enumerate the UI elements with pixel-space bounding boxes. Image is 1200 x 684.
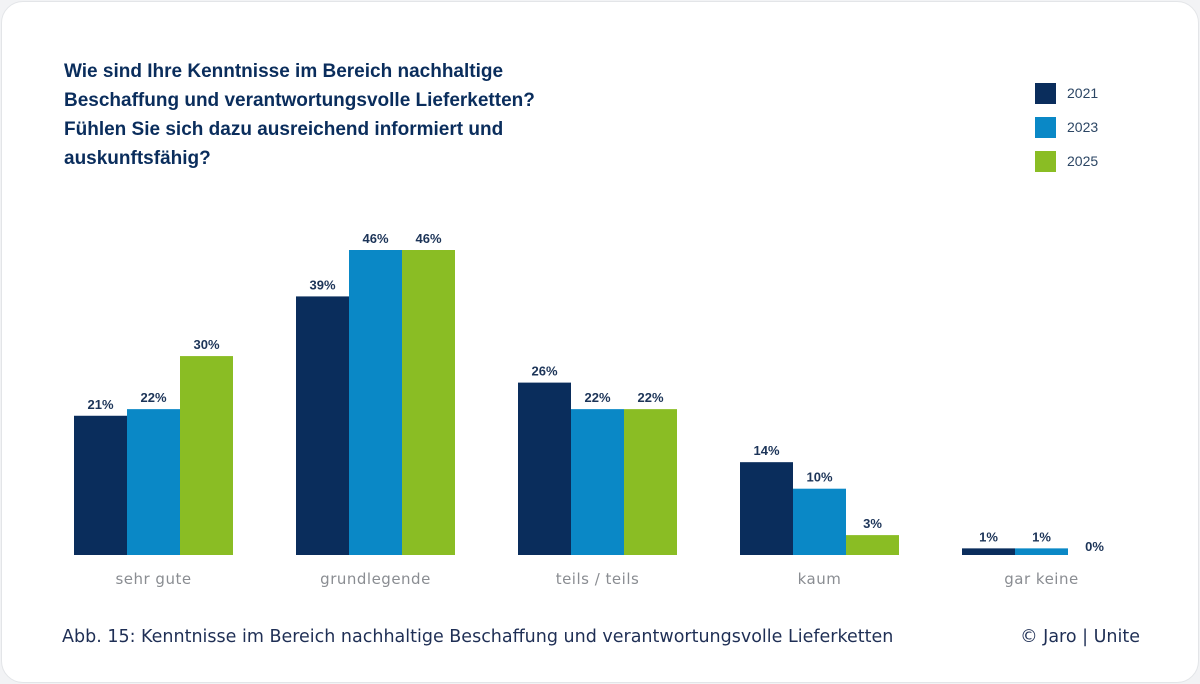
category-label: grundlegende [320,570,431,588]
bar [793,488,846,555]
legend: 2021 2023 2025 [1035,76,1098,178]
category-label: kaum [798,570,842,588]
bar [571,409,624,555]
bar [518,382,571,555]
data-label: 0% [1085,539,1104,554]
data-label: 26% [531,364,557,379]
data-label: 1% [1032,529,1051,544]
data-label: 22% [140,390,166,405]
legend-label: 2025 [1067,153,1099,169]
data-label: 14% [753,443,779,458]
legend-item-2025: 2025 [1035,144,1098,178]
copyright: © Jaro | Unite [1020,627,1140,647]
bar [180,356,233,555]
data-label: 39% [309,277,335,292]
category-label: sehr gute [115,570,191,588]
bar [962,548,1015,555]
data-label: 30% [193,337,219,352]
bar [127,409,180,555]
legend-item-2021: 2021 [1035,76,1098,110]
bar [1015,548,1068,555]
chart-title: Wie sind Ihre Kenntnisse im Bereich nach… [64,61,535,169]
bar [296,296,349,555]
data-label: 22% [584,390,610,405]
legend-swatch [1035,82,1056,104]
legend-swatch [1035,150,1056,172]
data-label: 46% [362,231,388,246]
legend-item-2023: 2023 [1035,110,1098,144]
legend-label: 2023 [1067,119,1099,135]
data-label: 10% [806,470,832,485]
data-label: 3% [863,516,882,531]
bar [402,250,455,555]
legend-label: 2021 [1067,85,1099,101]
data-label: 21% [87,397,113,412]
bar [740,462,793,555]
figure-caption: Abb. 15: Kenntnisse im Bereich nachhalti… [62,627,894,647]
bar [349,250,402,555]
bar [624,409,677,555]
category-label: teils / teils [556,570,640,588]
data-label: 1% [979,529,998,544]
data-label: 22% [637,390,663,405]
bar [846,535,899,555]
legend-swatch [1035,116,1056,138]
data-label: 46% [415,231,441,246]
bar [74,415,127,555]
category-label: gar keine [1004,570,1078,588]
